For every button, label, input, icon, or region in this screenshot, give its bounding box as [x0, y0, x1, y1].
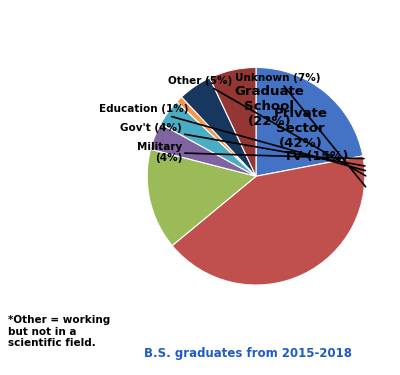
Wedge shape — [147, 149, 256, 246]
Text: Other (5%): Other (5%) — [168, 75, 366, 176]
Wedge shape — [182, 78, 256, 176]
Text: *Other = working
but not in a
scientific field.: *Other = working but not in a scientific… — [8, 315, 110, 348]
Text: Military
(4%): Military (4%) — [137, 141, 364, 163]
Wedge shape — [172, 156, 365, 285]
Wedge shape — [161, 102, 256, 176]
Text: Education (1%): Education (1%) — [99, 104, 365, 171]
Text: Unknown (7%): Unknown (7%) — [235, 74, 366, 187]
Wedge shape — [210, 68, 256, 176]
Wedge shape — [151, 124, 256, 176]
Text: Gov't (4%): Gov't (4%) — [120, 123, 365, 166]
Text: B.S. graduates from 2015-2018: B.S. graduates from 2015-2018 — [144, 347, 352, 360]
Wedge shape — [177, 97, 256, 176]
Wedge shape — [256, 68, 363, 176]
Text: Private
Sector
(42%): Private Sector (42%) — [274, 107, 328, 150]
Text: Graduate
School
(22%): Graduate School (22%) — [235, 86, 304, 128]
Text: TV (15%): TV (15%) — [284, 150, 348, 163]
